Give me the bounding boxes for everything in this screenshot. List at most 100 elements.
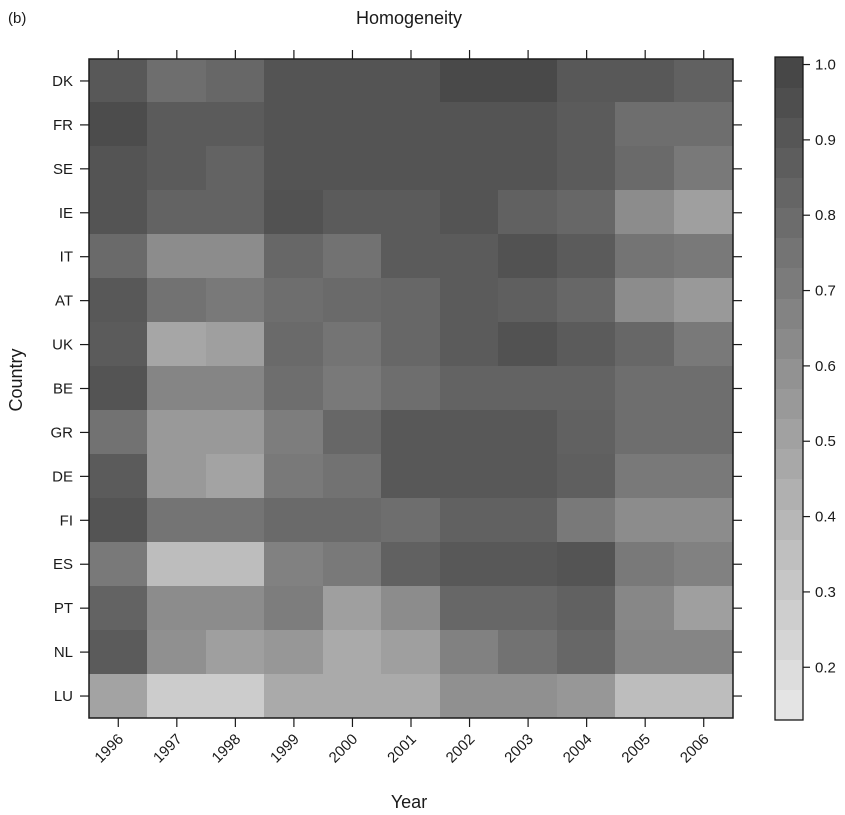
heatmap-cell-de-2003	[498, 454, 558, 499]
colorbar-tick-label: 0.2	[815, 659, 836, 676]
heatmap-cell-fr-2000	[323, 102, 382, 147]
heatmap-cell-nl-2001	[381, 630, 441, 675]
colorbar-tick-label: 0.4	[815, 509, 836, 526]
heatmap-cell-at-1998	[206, 278, 265, 323]
heatmap-cell-de-2000	[323, 454, 382, 499]
heatmap-cell-se-2005	[615, 146, 675, 191]
colorbar-band	[775, 599, 803, 630]
heatmap-cell-es-2000	[323, 542, 382, 587]
heatmap-cell-gr-2002	[440, 410, 499, 455]
heatmap-cell-uk-2002	[440, 322, 499, 367]
y-tick-label-uk: UK	[52, 337, 73, 354]
heatmap-cell-fi-2006	[674, 498, 733, 543]
heatmap-cell-be-2002	[440, 366, 499, 411]
colorbar-band	[775, 237, 803, 268]
x-tick-label-1999: 1999	[267, 731, 303, 767]
heatmap-cell-at-2001	[381, 278, 441, 323]
y-tick-label-nl: NL	[54, 644, 73, 661]
y-tick-label-se: SE	[53, 161, 73, 178]
heatmap-cell-ie-2005	[615, 190, 675, 235]
heatmap-cell-lu-2000	[323, 674, 382, 718]
colorbar-tick-label: 0.6	[815, 358, 836, 375]
heatmap-cell-se-2004	[557, 146, 616, 191]
heatmap-cell-nl-2000	[323, 630, 382, 675]
heatmap-cell-gr-1999	[264, 410, 324, 455]
heatmap-cell-lu-1998	[206, 674, 265, 718]
heatmap-cell-pt-1999	[264, 586, 324, 631]
heatmap-cell-pt-2001	[381, 586, 441, 631]
heatmap-cell-at-2002	[440, 278, 499, 323]
heatmap-cell-es-2006	[674, 542, 733, 587]
panel-label: (b)	[8, 10, 26, 27]
heatmap-cell-it-2003	[498, 234, 558, 279]
heatmap-cell-at-1996	[89, 278, 148, 323]
heatmap-cell-nl-2004	[557, 630, 616, 675]
colorbar-band	[775, 328, 803, 359]
heatmap-cell-de-1999	[264, 454, 324, 499]
heatmap-cell-uk-2006	[674, 322, 733, 367]
x-tick-label-2002: 2002	[443, 731, 479, 767]
heatmap-cell-nl-2005	[615, 630, 675, 675]
heatmap-cell-es-1996	[89, 542, 148, 587]
heatmap-cell-es-2001	[381, 542, 441, 587]
heatmap-cell-es-1998	[206, 542, 265, 587]
heatmap-cell-gr-2003	[498, 410, 558, 455]
heatmap-cell-ie-1996	[89, 190, 148, 235]
colorbar-frame	[774, 56, 804, 721]
heatmap-cell-se-2001	[381, 146, 441, 191]
colorbar-band	[775, 478, 803, 510]
colorbar-band	[775, 388, 803, 419]
x-tick-label-2006: 2006	[677, 731, 713, 767]
heatmap-cell-be-2001	[381, 366, 441, 411]
y-tick-label-fi: FI	[60, 512, 73, 529]
heatmap-cell-nl-2006	[674, 630, 733, 675]
heatmap-cell-se-2006	[674, 146, 733, 191]
y-axis-label: Country	[6, 348, 26, 411]
heatmap-cell-ie-2000	[323, 190, 382, 235]
heatmap-cell-fr-1999	[264, 102, 324, 147]
colorbar-band	[775, 539, 803, 570]
heatmap-cell-fr-2001	[381, 102, 441, 147]
heatmap-cell-uk-1999	[264, 322, 324, 367]
heatmap-cell-uk-2000	[323, 322, 382, 367]
heatmap-cell-gr-1996	[89, 410, 148, 455]
colorbar-band	[775, 267, 803, 299]
heatmap-cell-de-2001	[381, 454, 441, 499]
x-tick-label-2001: 2001	[384, 731, 420, 767]
heatmap-cell-uk-2001	[381, 322, 441, 367]
heatmap-cell-ie-2003	[498, 190, 558, 235]
heatmap-cell-de-2005	[615, 454, 675, 499]
heatmap-cell-dk-2002	[440, 59, 499, 103]
heatmap-cell-nl-1999	[264, 630, 324, 675]
heatmap-cell-be-2006	[674, 366, 733, 411]
heatmap-cell-lu-2003	[498, 674, 558, 718]
heatmap-cell-at-2004	[557, 278, 616, 323]
heatmap-cell-uk-2005	[615, 322, 675, 367]
heatmap-cell-dk-2004	[557, 59, 616, 103]
colorbar-band	[775, 147, 803, 178]
colorbar-band	[775, 448, 803, 479]
heatmap-cell-dk-2003	[498, 59, 558, 103]
heatmap-cell-uk-2004	[557, 322, 616, 367]
heatmap-cell-ie-2001	[381, 190, 441, 235]
y-tick-label-gr: GR	[51, 424, 74, 441]
heatmap-cell-fi-1997	[147, 498, 207, 543]
heatmap-cell-nl-1997	[147, 630, 207, 675]
heatmap-cell-es-2003	[498, 542, 558, 587]
colorbar-tick-label: 1.0	[815, 57, 836, 74]
heatmap-cell-uk-1997	[147, 322, 207, 367]
x-tick-label-1997: 1997	[150, 731, 186, 767]
heatmap-cell-pt-1997	[147, 586, 207, 631]
heatmap-cell-dk-2006	[674, 59, 733, 103]
heatmap-cell-lu-1999	[264, 674, 324, 718]
colorbar-band	[775, 418, 803, 449]
heatmap-cell-gr-2001	[381, 410, 441, 455]
y-axis: DK FR SE IE IT AT UK BE GR DE FI ES PT NL LU	[51, 73, 742, 705]
heatmap-cell-fi-2001	[381, 498, 441, 543]
heatmap-cell-ie-2004	[557, 190, 616, 235]
heatmap-cell-dk-1998	[206, 59, 265, 103]
heatmap-cell-fr-1996	[89, 102, 148, 147]
x-tick-label-2003: 2003	[501, 731, 537, 767]
heatmap-cell-be-2000	[323, 366, 382, 411]
